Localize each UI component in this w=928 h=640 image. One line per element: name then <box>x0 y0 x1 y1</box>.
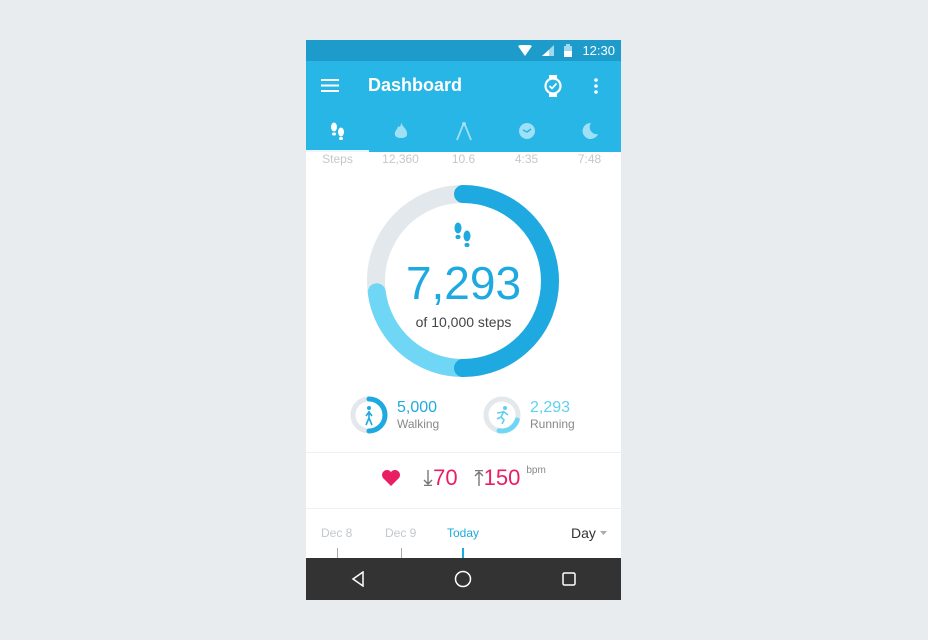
menu-icon[interactable] <box>321 79 339 92</box>
walking-label: Walking <box>397 417 440 431</box>
running-ring <box>483 396 521 434</box>
running-progress <box>496 417 520 434</box>
running-value: 2,293 <box>530 399 571 416</box>
watch-check-icon[interactable] <box>544 74 562 97</box>
min-arrow-icon <box>423 470 433 486</box>
back-icon[interactable] <box>351 571 365 587</box>
date-selector: Dec 8 Dec 9 Today Day <box>306 525 621 558</box>
battery-icon <box>564 44 573 57</box>
date-tick-active <box>462 548 464 558</box>
tab-value-distance: 10.6 <box>451 152 476 166</box>
tab-sleep[interactable] <box>558 110 621 152</box>
divider <box>306 508 621 509</box>
period-value: Day <box>571 525 596 541</box>
footsteps-icon <box>454 222 471 247</box>
tab-value-calories: 12,360 <box>382 152 419 166</box>
system-nav-bar <box>306 558 621 600</box>
status-bar: 12:30 <box>306 40 621 61</box>
walking-value: 5,000 <box>397 399 438 416</box>
walking-summary[interactable]: 5,000 Walking <box>349 395 439 435</box>
tab-active-time[interactable] <box>495 110 558 152</box>
running-label: Running <box>530 417 575 431</box>
walking-person-icon <box>365 406 373 426</box>
date-dec-8[interactable]: Dec 8 <box>321 526 353 540</box>
tab-value-steps: Steps <box>322 152 353 166</box>
ring-running-segment <box>367 283 472 377</box>
page-title: Dashboard <box>368 75 463 95</box>
tab-calories[interactable] <box>369 110 432 152</box>
divider <box>306 452 621 453</box>
recents-icon[interactable] <box>562 572 576 586</box>
tab-value-sleep: 7:48 <box>577 152 602 166</box>
running-person-icon <box>496 406 509 424</box>
tab-steps[interactable] <box>306 110 369 152</box>
date-tick <box>337 548 338 558</box>
home-icon[interactable] <box>454 570 472 588</box>
heart-rate-max: 150 <box>483 465 521 490</box>
steps-goal: of 10,000 steps <box>415 314 512 330</box>
steps-progress-ring <box>367 185 559 377</box>
tab-values: Steps 12,360 10.6 4:35 7:48 <box>306 152 621 172</box>
footsteps-icon <box>330 122 344 140</box>
running-summary[interactable]: 2,293 Running <box>482 395 575 435</box>
dropdown-arrow-icon <box>599 531 607 535</box>
date-today[interactable]: Today <box>447 526 480 540</box>
flame-icon <box>394 122 407 138</box>
max-arrow-icon <box>474 470 484 486</box>
compass-distance-icon <box>455 122 472 141</box>
walking-ring <box>350 396 388 434</box>
heart-rate-unit: bpm <box>526 465 546 476</box>
more-options-icon[interactable] <box>594 77 598 94</box>
signal-icon <box>542 45 555 56</box>
phone-screen: 12:30 Dashboard Steps 12,360 10.6 4:35 7… <box>306 40 621 600</box>
clock-time: 12:30 <box>582 43 615 58</box>
heart-icon <box>382 470 401 486</box>
app-bar: Dashboard <box>306 61 621 110</box>
date-tick <box>401 548 402 558</box>
clock-icon <box>518 123 535 139</box>
heart-rate-row: 70 150 bpm <box>306 465 621 491</box>
wifi-icon <box>518 45 533 56</box>
metric-tabs <box>306 110 621 152</box>
steps-count: 7,293 <box>405 257 522 309</box>
tab-value-active-time: 4:35 <box>514 152 539 166</box>
active-tab-indicator <box>306 150 369 152</box>
walking-progress <box>366 396 388 434</box>
period-dropdown[interactable]: Day <box>571 525 607 541</box>
moon-icon <box>582 123 598 139</box>
date-dec-9[interactable]: Dec 9 <box>385 526 417 540</box>
heart-rate-min: 70 <box>433 465 458 490</box>
tab-distance[interactable] <box>432 110 495 152</box>
ring-walking-segment <box>454 185 559 377</box>
